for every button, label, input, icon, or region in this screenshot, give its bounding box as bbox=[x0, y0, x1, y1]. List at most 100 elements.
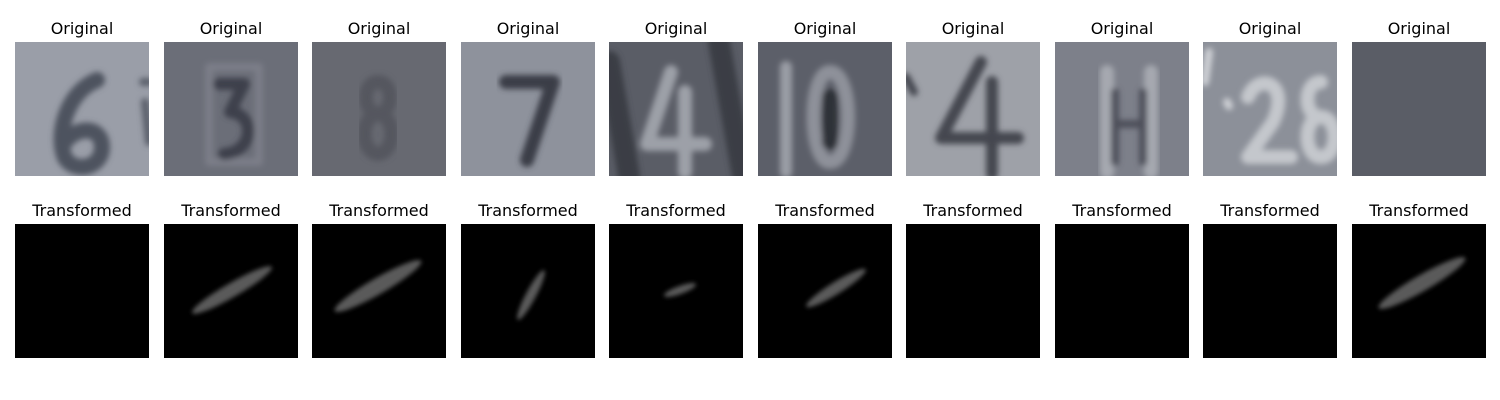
panel-title: Transformed bbox=[1368, 201, 1469, 220]
original-panel bbox=[758, 42, 892, 176]
original-panel bbox=[15, 42, 149, 176]
digit bbox=[1100, 65, 1158, 176]
transformed-panel bbox=[15, 224, 149, 358]
image bbox=[461, 224, 595, 358]
digit-stroke bbox=[205, 63, 263, 166]
transformed-panel bbox=[312, 224, 446, 358]
original-panel bbox=[164, 42, 298, 176]
panel-title: Original bbox=[1388, 19, 1451, 38]
image bbox=[312, 42, 446, 176]
image bbox=[1055, 42, 1189, 176]
panel-title: Original bbox=[1091, 19, 1154, 38]
panel-title: Original bbox=[942, 19, 1005, 38]
image-background bbox=[15, 42, 149, 176]
panel-title: Original bbox=[645, 19, 708, 38]
panel-title: Original bbox=[1239, 19, 1302, 38]
transformed-panel bbox=[1352, 224, 1486, 358]
image bbox=[164, 42, 298, 176]
image bbox=[758, 224, 892, 358]
original-panel bbox=[1352, 42, 1486, 176]
streak bbox=[663, 283, 697, 297]
panel-title: Original bbox=[794, 19, 857, 38]
image bbox=[461, 42, 595, 176]
image bbox=[758, 42, 892, 176]
digit-stroke bbox=[357, 75, 399, 161]
image-background bbox=[906, 224, 1040, 358]
panel-title: Transformed bbox=[922, 201, 1023, 220]
streak bbox=[334, 260, 422, 312]
image bbox=[1352, 224, 1486, 358]
digit-stroke bbox=[935, 56, 1024, 176]
panel-title: Transformed bbox=[774, 201, 875, 220]
streak bbox=[192, 266, 272, 314]
digit bbox=[357, 75, 399, 161]
panel-title: Original bbox=[497, 19, 560, 38]
digit bbox=[609, 42, 743, 176]
streak bbox=[517, 270, 545, 320]
digit-stroke bbox=[1203, 48, 1213, 86]
image bbox=[609, 224, 743, 358]
panel-title: Transformed bbox=[180, 201, 281, 220]
image bbox=[15, 42, 149, 176]
digit-stroke bbox=[906, 73, 918, 96]
original-panel bbox=[906, 42, 1040, 176]
image-background bbox=[15, 224, 149, 358]
digit bbox=[205, 63, 263, 166]
original-panel bbox=[609, 42, 743, 176]
digit-stroke bbox=[1300, 75, 1337, 164]
panel-title: Transformed bbox=[1219, 201, 1320, 220]
digit-stroke bbox=[499, 75, 560, 167]
image bbox=[1203, 42, 1337, 176]
transformed-panel bbox=[1055, 224, 1189, 358]
digit-stroke bbox=[53, 72, 110, 175]
digit bbox=[499, 75, 560, 167]
panel-title: Transformed bbox=[477, 201, 578, 220]
original-panel bbox=[1203, 42, 1337, 176]
digit-stroke bbox=[139, 78, 149, 146]
digit-stroke bbox=[1223, 98, 1233, 110]
image bbox=[1055, 224, 1189, 358]
image-background bbox=[1055, 42, 1189, 176]
image bbox=[312, 224, 446, 358]
original-panel bbox=[1055, 42, 1189, 176]
transformed-panel bbox=[758, 224, 892, 358]
image bbox=[906, 224, 1040, 358]
panel-title: Transformed bbox=[1071, 201, 1172, 220]
panel-title: Transformed bbox=[625, 201, 726, 220]
image-background bbox=[1203, 224, 1337, 358]
digit-stroke bbox=[609, 42, 743, 176]
digit-stroke bbox=[1241, 76, 1298, 164]
panel-title: Transformed bbox=[31, 201, 132, 220]
image bbox=[1352, 42, 1486, 176]
transformed-panel bbox=[164, 224, 298, 358]
digit bbox=[780, 61, 855, 176]
streak bbox=[806, 268, 866, 308]
digit bbox=[53, 72, 149, 175]
original-panel bbox=[312, 42, 446, 176]
transformed-panel bbox=[609, 224, 743, 358]
digit-stroke bbox=[806, 65, 855, 169]
image-background bbox=[1055, 224, 1189, 358]
digit-stroke bbox=[1100, 65, 1158, 176]
transformed-panel bbox=[906, 224, 1040, 358]
image bbox=[15, 224, 149, 358]
streak bbox=[1378, 257, 1466, 309]
image bbox=[609, 42, 743, 176]
panel-title: Original bbox=[200, 19, 263, 38]
image bbox=[1203, 224, 1337, 358]
transformed-panel bbox=[1203, 224, 1337, 358]
original-panel bbox=[461, 42, 595, 176]
transformed-panel bbox=[461, 224, 595, 358]
panel-title: Original bbox=[51, 19, 114, 38]
image bbox=[906, 42, 1040, 176]
digit-stroke bbox=[640, 65, 712, 176]
image-background bbox=[906, 42, 1040, 176]
digit bbox=[1203, 48, 1337, 164]
digit-stroke bbox=[213, 78, 254, 160]
panel-title: Transformed bbox=[328, 201, 429, 220]
digit bbox=[906, 56, 1024, 176]
image bbox=[164, 224, 298, 358]
panel-title: Original bbox=[348, 19, 411, 38]
digit-stroke bbox=[1111, 88, 1147, 166]
